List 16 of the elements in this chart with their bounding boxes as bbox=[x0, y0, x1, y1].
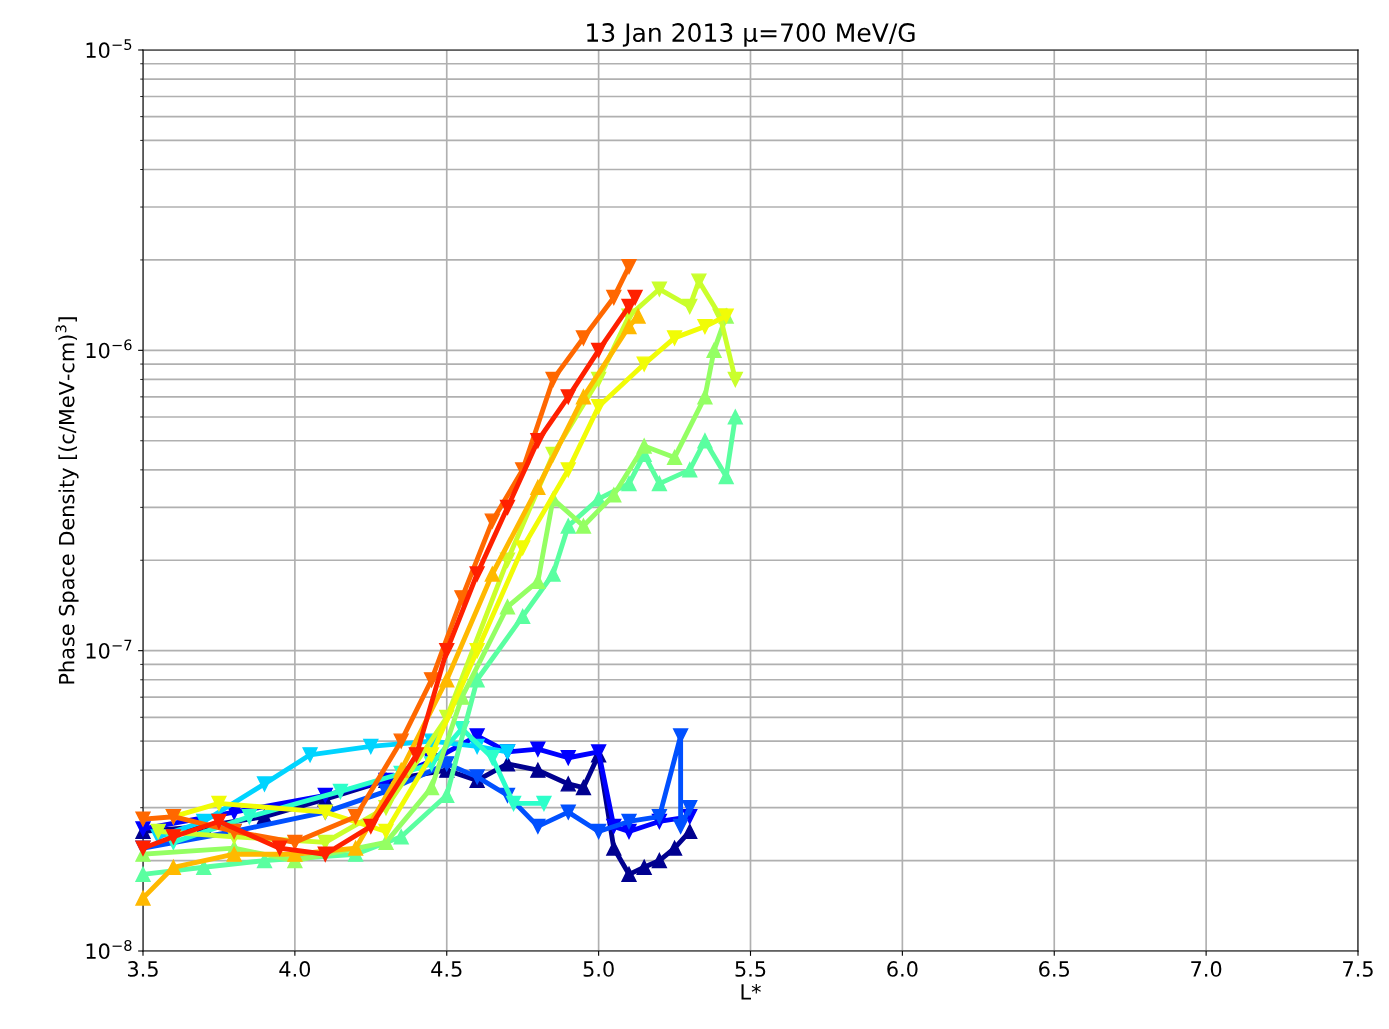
x-tick-label: 4.5 bbox=[431, 961, 462, 977]
x-tick-label: 7.5 bbox=[1343, 961, 1373, 977]
y-axis-title: Phase Space Density [(c/MeV-cm)$^{3}$] bbox=[55, 317, 79, 684]
x-tick-label: 7.0 bbox=[1191, 961, 1222, 977]
x-tick-label: 4.0 bbox=[279, 961, 311, 977]
y-tick-label: 10$^{−6}$ bbox=[86, 339, 132, 359]
y-tick-label: 10$^{−5}$ bbox=[86, 39, 132, 59]
x-tick-label: 5.5 bbox=[735, 961, 766, 977]
x-axis-title: L* bbox=[741, 984, 761, 1000]
y-tick-label: 10$^{−8}$ bbox=[86, 939, 132, 960]
y-tick-label: 10$^{−7}$ bbox=[86, 639, 132, 659]
chart-title: 13 Jan 2013 μ=700 MeV/G bbox=[587, 23, 915, 47]
x-tick-label: 6.0 bbox=[887, 961, 918, 977]
x-tick-label: 3.5 bbox=[128, 961, 158, 977]
x-tick-label: 5.0 bbox=[583, 961, 614, 977]
x-tick-label: 6.5 bbox=[1039, 961, 1069, 977]
